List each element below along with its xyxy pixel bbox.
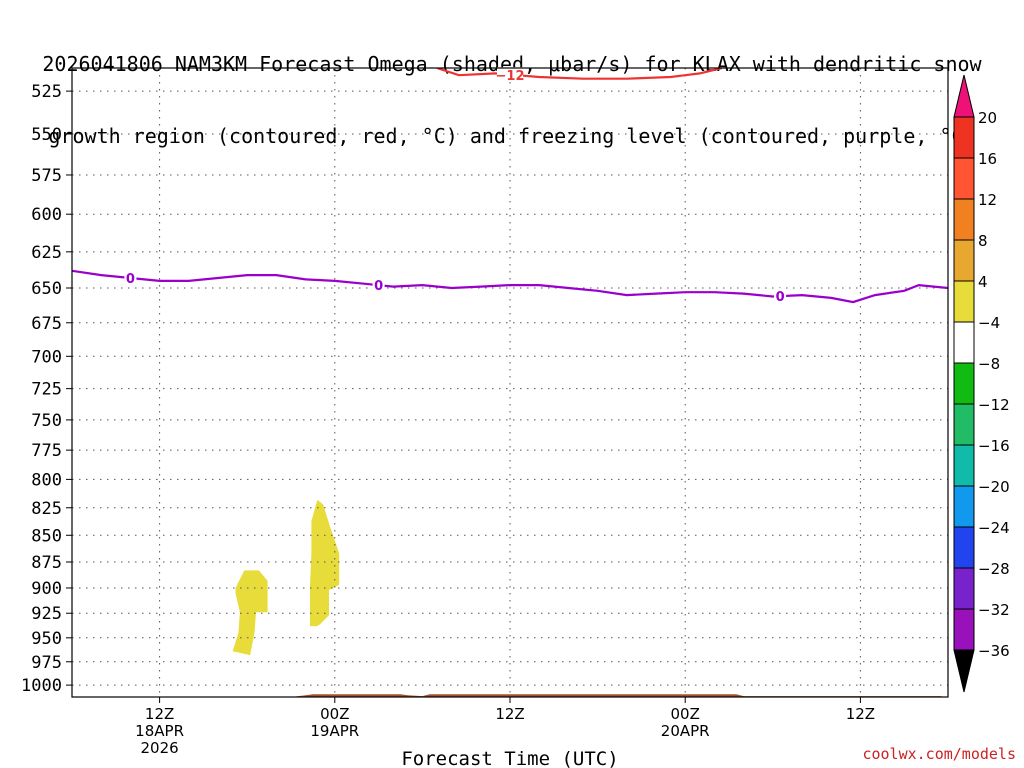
dgz-contour xyxy=(436,68,722,80)
colorbar-bottom-arrow xyxy=(953,649,975,693)
colorbar-swatch xyxy=(953,116,975,159)
y-tick-label: 800 xyxy=(31,470,62,490)
y-tick-label: 1000 xyxy=(21,676,62,696)
colorbar-swatch xyxy=(953,567,975,610)
colorbar-swatch xyxy=(953,526,975,569)
y-tick-label: 625 xyxy=(31,243,62,263)
colorbar-swatch xyxy=(953,321,975,364)
y-tick-label: 600 xyxy=(31,205,62,225)
colorbar-swatch xyxy=(953,444,975,487)
chart-title: 2026041806 NAM3KM Forecast Omega (shaded… xyxy=(0,4,1024,172)
contour-label-bg xyxy=(497,67,523,82)
title-line-1: 2026041806 NAM3KM Forecast Omega (shaded… xyxy=(42,52,982,76)
x-axis-title: Forecast Time (UTC) xyxy=(401,748,618,768)
colorbar-swatch xyxy=(953,198,975,241)
x-tick-label: 19APR xyxy=(310,722,359,740)
y-tick-label: 850 xyxy=(31,526,62,546)
colorbar-tick-label: −20 xyxy=(978,478,1010,496)
y-tick-label: 900 xyxy=(31,579,62,599)
terrain-fill xyxy=(72,694,948,697)
colorbar-swatch xyxy=(953,608,975,651)
colorbar-swatch xyxy=(953,485,975,528)
colorbar-tick-label: −12 xyxy=(978,396,1010,414)
colorbar-swatch xyxy=(953,403,975,446)
colorbar-top-arrow xyxy=(953,74,975,118)
y-tick-label: 925 xyxy=(31,604,62,624)
colorbar-tick-label: −4 xyxy=(978,314,1000,332)
contour-label-bg xyxy=(124,270,137,287)
x-tick-label: 00Z xyxy=(320,705,349,723)
watermark: coolwx.com/models xyxy=(862,745,1016,763)
y-tick-label: 675 xyxy=(31,314,62,334)
colorbar-tick-label: 12 xyxy=(978,191,997,209)
colorbar-tick-label: 4 xyxy=(978,273,988,291)
contour-label-bg xyxy=(372,277,385,294)
colorbar-tick-label: 16 xyxy=(978,150,997,168)
colorbar-swatch xyxy=(953,239,975,282)
freezing-level-label: 0 xyxy=(776,290,785,305)
colorbar-tick-label: −16 xyxy=(978,437,1010,455)
colorbar-tick-label: 20 xyxy=(978,109,997,127)
y-tick-label: 525 xyxy=(31,82,62,102)
colorbar-tick-label: −28 xyxy=(978,560,1010,578)
y-tick-label: 650 xyxy=(31,279,62,299)
x-tick-label: 00Z xyxy=(671,705,700,723)
omega-shaded-region xyxy=(310,499,340,627)
freezing-level-contour xyxy=(72,269,948,304)
colorbar-swatch xyxy=(953,280,975,323)
title-line-2: growth region (contoured, red, °C) and f… xyxy=(48,124,976,148)
x-tick-label: 20APR xyxy=(661,722,710,740)
x-tick-label: 18APR xyxy=(135,722,184,740)
y-tick-label: 575 xyxy=(31,166,62,186)
y-tick-label: 750 xyxy=(31,411,62,431)
plot-frame xyxy=(71,67,949,698)
colorbar-tick-label: −24 xyxy=(978,519,1010,537)
colorbar-tick-label: −8 xyxy=(978,355,1000,373)
colorbar-tick-label: 8 xyxy=(978,232,988,250)
freezing-level-label: 0 xyxy=(126,272,135,287)
x-tick-label: 12Z xyxy=(846,705,875,723)
omega-shaded-region xyxy=(232,570,268,656)
freezing-level-label: 0 xyxy=(374,279,383,294)
y-tick-label: 550 xyxy=(31,125,62,145)
y-tick-label: 875 xyxy=(31,553,62,573)
colorbar-tick-label: −32 xyxy=(978,601,1010,619)
colorbar-swatch xyxy=(953,157,975,200)
x-tick-label: 12Z xyxy=(145,705,174,723)
y-tick-label: 825 xyxy=(31,499,62,519)
y-tick-label: 775 xyxy=(31,441,62,461)
y-tick-label: 700 xyxy=(31,347,62,367)
y-tick-label: 975 xyxy=(31,653,62,673)
contour-label-bg xyxy=(774,288,787,305)
y-tick-label: 950 xyxy=(31,629,62,649)
dgz-contour-label: −12 xyxy=(496,69,525,84)
colorbar-tick-label: −36 xyxy=(978,642,1010,660)
x-tick-label: 2026 xyxy=(141,739,179,757)
x-tick-label: 12Z xyxy=(495,705,524,723)
colorbar-swatch xyxy=(953,362,975,405)
y-tick-label: 725 xyxy=(31,380,62,400)
